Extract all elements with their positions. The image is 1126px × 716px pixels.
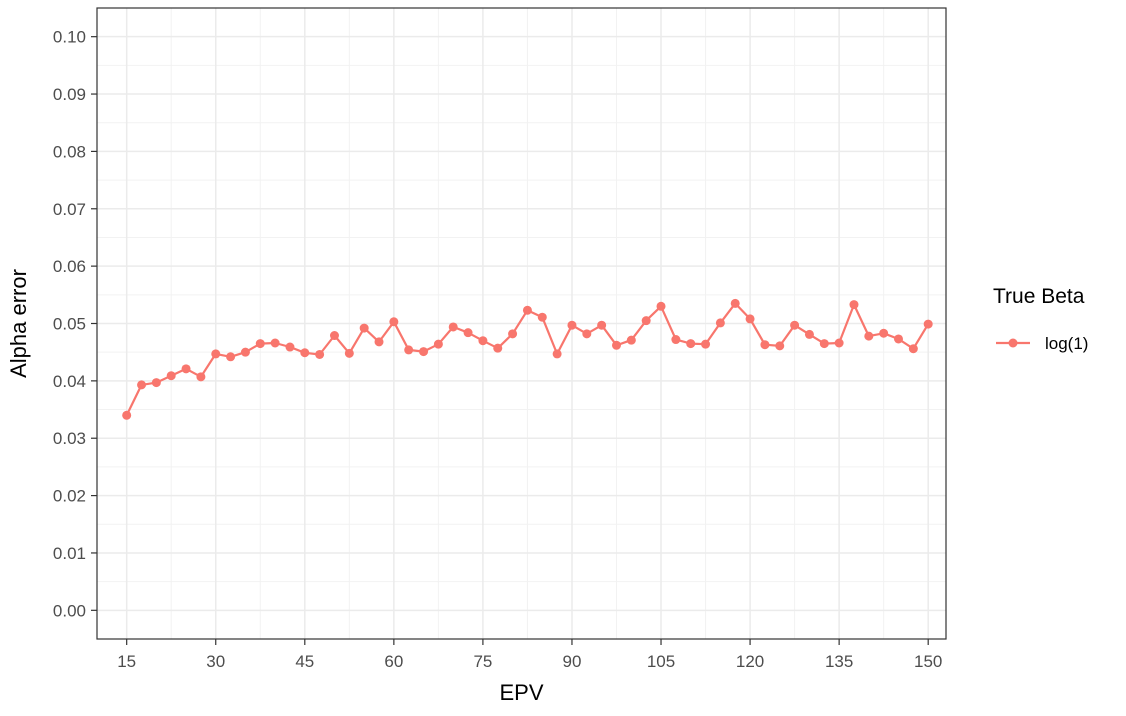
data-point [329, 331, 339, 341]
axis-ticks: 15 30 45 60 75 90 105 120 135 150 0.00 0.01 0.02 0.03… [53, 28, 942, 671]
data-point [567, 320, 577, 330]
y-tick-label: 0.00 [53, 601, 86, 620]
y-tick-label: 0.07 [53, 200, 86, 219]
data-point [419, 347, 429, 357]
data-point [834, 338, 844, 348]
data-point [730, 298, 740, 308]
x-tick-label: 150 [914, 652, 942, 671]
legend-title: True Beta [993, 285, 1085, 308]
data-point [656, 301, 666, 311]
x-tick-label: 105 [647, 652, 675, 671]
data-point [433, 339, 443, 349]
y-tick-label: 0.05 [53, 315, 86, 334]
data-point [374, 337, 384, 347]
data-point [137, 380, 147, 390]
data-point [389, 317, 399, 327]
data-point [285, 342, 295, 352]
y-tick-label: 0.08 [53, 142, 86, 161]
data-point [344, 348, 354, 358]
data-point [240, 347, 250, 357]
data-point [701, 339, 711, 349]
data-point [226, 352, 236, 362]
data-point [894, 334, 904, 344]
legend: True Beta log(1) [993, 285, 1088, 353]
x-axis-title: EPV [499, 680, 543, 705]
data-point [255, 339, 265, 349]
data-point [478, 336, 488, 346]
data-point [626, 335, 636, 345]
data-point [508, 329, 518, 339]
x-tick-label: 120 [736, 652, 764, 671]
data-point [849, 300, 859, 310]
data-point [715, 318, 725, 328]
legend-key-point [1008, 338, 1018, 348]
data-point [359, 323, 369, 333]
data-point [181, 364, 191, 374]
data-point [151, 378, 161, 388]
minor-gridlines [97, 7, 946, 640]
legend-label: log(1) [1045, 334, 1088, 353]
data-point [775, 341, 785, 351]
data-point [879, 328, 889, 338]
y-axis-title: Alpha error [6, 269, 31, 378]
data-point [122, 410, 132, 420]
data-point [819, 339, 829, 349]
data-point [463, 328, 473, 338]
data-point [790, 320, 800, 330]
y-tick-label: 0.06 [53, 257, 86, 276]
data-point [522, 305, 532, 315]
data-point [745, 314, 755, 324]
data-point [537, 312, 547, 322]
data-point [671, 335, 681, 345]
data-point [760, 340, 770, 350]
data-point [270, 338, 280, 348]
data-point [611, 340, 621, 350]
data-point [493, 343, 503, 353]
data-point [804, 329, 814, 339]
data-point [908, 344, 918, 354]
data-point [923, 319, 933, 329]
data-point [864, 331, 874, 341]
x-tick-label: 15 [117, 652, 136, 671]
data-point [404, 345, 414, 355]
x-tick-label: 30 [206, 652, 225, 671]
data-point [315, 349, 325, 359]
x-tick-label: 90 [563, 652, 582, 671]
y-tick-label: 0.03 [53, 429, 86, 448]
data-point [686, 339, 696, 349]
data-point [211, 349, 221, 359]
data-point [448, 322, 458, 332]
y-tick-label: 0.04 [53, 372, 86, 391]
data-point [582, 329, 592, 339]
y-tick-label: 0.02 [53, 487, 86, 506]
x-tick-label: 135 [825, 652, 853, 671]
x-tick-label: 60 [384, 652, 403, 671]
data-point [552, 349, 562, 359]
y-tick-label: 0.10 [53, 28, 86, 47]
x-tick-label: 45 [295, 652, 314, 671]
data-point [166, 371, 176, 381]
data-point [196, 372, 206, 382]
x-tick-label: 75 [473, 652, 492, 671]
data-point [641, 316, 651, 326]
data-point [300, 348, 310, 358]
data-point [597, 320, 607, 330]
series-layer [122, 298, 933, 420]
y-tick-label: 0.01 [53, 544, 86, 563]
y-tick-label: 0.09 [53, 85, 86, 104]
